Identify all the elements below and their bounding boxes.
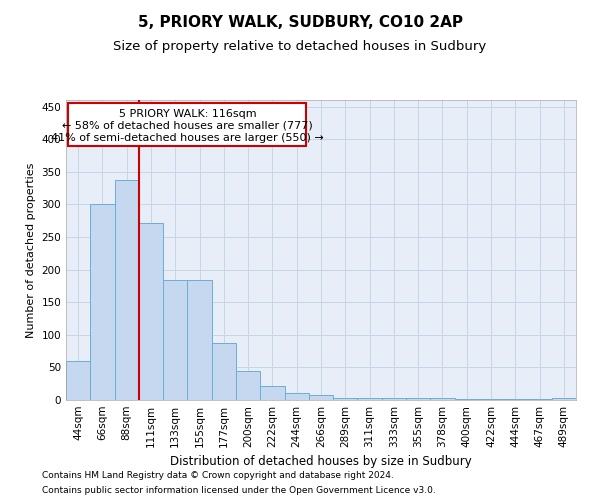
Bar <box>115 180 139 400</box>
Bar <box>139 222 163 400</box>
FancyBboxPatch shape <box>68 104 307 146</box>
Bar <box>187 280 212 400</box>
Bar <box>309 396 333 400</box>
Bar <box>552 398 576 400</box>
Bar <box>212 342 236 400</box>
Bar <box>236 372 260 400</box>
Text: ← 58% of detached houses are smaller (777): ← 58% of detached houses are smaller (77… <box>62 120 313 130</box>
Bar <box>358 398 382 400</box>
Bar <box>66 361 90 400</box>
Text: Contains HM Land Registry data © Crown copyright and database right 2024.: Contains HM Land Registry data © Crown c… <box>42 471 394 480</box>
Y-axis label: Number of detached properties: Number of detached properties <box>26 162 36 338</box>
Bar <box>382 398 406 400</box>
Bar <box>90 204 115 400</box>
Bar <box>406 398 430 400</box>
Bar <box>333 398 358 400</box>
Bar <box>163 280 187 400</box>
Text: 5 PRIORY WALK: 116sqm: 5 PRIORY WALK: 116sqm <box>119 109 256 119</box>
Text: 41% of semi-detached houses are larger (550) →: 41% of semi-detached houses are larger (… <box>51 133 324 143</box>
Text: 5, PRIORY WALK, SUDBURY, CO10 2AP: 5, PRIORY WALK, SUDBURY, CO10 2AP <box>137 15 463 30</box>
X-axis label: Distribution of detached houses by size in Sudbury: Distribution of detached houses by size … <box>170 456 472 468</box>
Bar <box>260 386 284 400</box>
Text: Size of property relative to detached houses in Sudbury: Size of property relative to detached ho… <box>113 40 487 53</box>
Text: Contains public sector information licensed under the Open Government Licence v3: Contains public sector information licen… <box>42 486 436 495</box>
Bar <box>284 393 309 400</box>
Bar <box>430 398 455 400</box>
